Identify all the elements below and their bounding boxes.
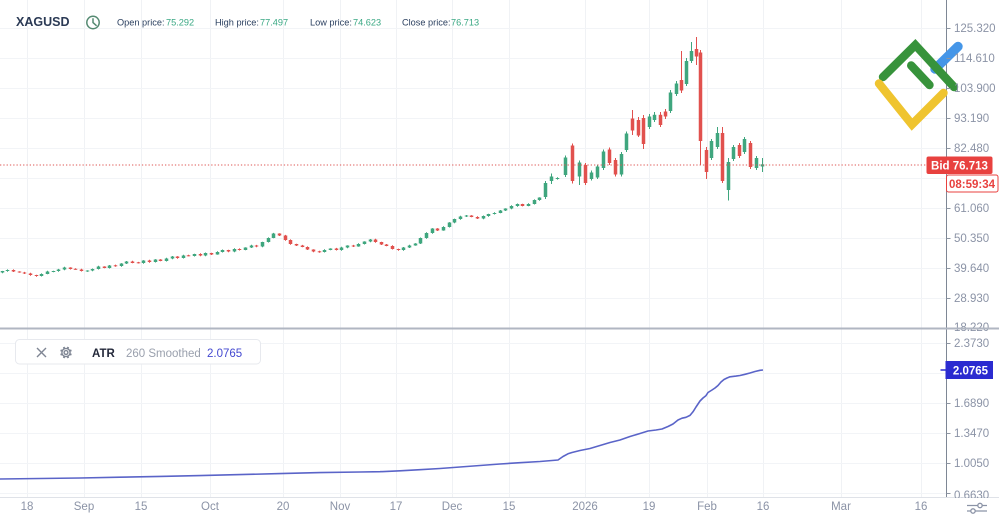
svg-text:20: 20	[277, 501, 290, 513]
svg-text:Oct: Oct	[201, 501, 220, 513]
svg-text:93.190: 93.190	[954, 113, 989, 125]
svg-text:1.3470: 1.3470	[954, 428, 989, 440]
svg-text:19: 19	[643, 501, 656, 513]
svg-text:Bid 76.713: Bid 76.713	[931, 161, 988, 173]
svg-text:XAGUSD: XAGUSD	[16, 15, 69, 29]
svg-text:Dec: Dec	[442, 501, 463, 513]
svg-text:103.900: 103.900	[954, 83, 996, 95]
svg-text:ATR: ATR	[92, 348, 115, 360]
svg-text:Sep: Sep	[74, 501, 94, 513]
svg-text:15: 15	[503, 501, 516, 513]
svg-text:76.713: 76.713	[451, 18, 479, 28]
svg-text:High price:: High price:	[215, 18, 259, 28]
svg-text:260 Smoothed: 260 Smoothed	[126, 348, 201, 360]
svg-text:125.320: 125.320	[954, 23, 996, 35]
svg-text:15: 15	[135, 501, 148, 513]
svg-text:16: 16	[757, 501, 770, 513]
svg-text:Mar: Mar	[831, 501, 851, 513]
svg-text:28.930: 28.930	[954, 293, 989, 305]
svg-text:Feb: Feb	[697, 501, 717, 513]
svg-text:2.3730: 2.3730	[954, 338, 989, 350]
svg-text:50.350: 50.350	[954, 233, 989, 245]
svg-text:Open price:: Open price:	[117, 18, 165, 28]
svg-text:39.640: 39.640	[954, 263, 989, 275]
svg-text:61.060: 61.060	[954, 203, 989, 215]
svg-text:18: 18	[21, 501, 34, 513]
svg-text:82.480: 82.480	[954, 143, 989, 155]
svg-text:16: 16	[915, 501, 928, 513]
svg-text:Nov: Nov	[330, 501, 351, 513]
svg-text:77.497: 77.497	[260, 18, 288, 28]
svg-text:17: 17	[390, 501, 403, 513]
svg-text:Close price:: Close price:	[402, 18, 451, 28]
svg-text:1.6890: 1.6890	[954, 398, 989, 410]
svg-text:2026: 2026	[572, 501, 598, 513]
svg-text:1.0050: 1.0050	[954, 458, 989, 470]
svg-text:75.292: 75.292	[166, 18, 194, 28]
svg-text:2.0765: 2.0765	[207, 348, 242, 360]
svg-text:Low price:: Low price:	[310, 18, 352, 28]
svg-text:74.623: 74.623	[353, 18, 381, 28]
svg-text:114.610: 114.610	[954, 53, 995, 65]
svg-text:08:59:34: 08:59:34	[949, 179, 996, 191]
svg-text:2.0765: 2.0765	[953, 366, 989, 378]
